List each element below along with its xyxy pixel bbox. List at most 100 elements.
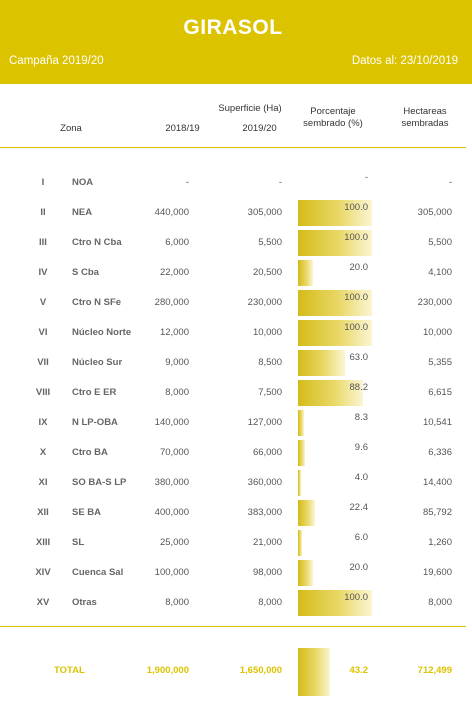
zone-number: VIII bbox=[35, 387, 51, 398]
percentage-value: - bbox=[364, 172, 368, 183]
zone-name: Ctro E ER bbox=[72, 387, 117, 398]
percentage-value: 20.0 bbox=[349, 562, 369, 573]
zone-name: SO BA-S LP bbox=[72, 477, 127, 488]
zone-name: Otras bbox=[72, 597, 97, 608]
superficie-2019: 8,500 bbox=[258, 357, 282, 368]
percentage-value: 8.3 bbox=[354, 412, 368, 423]
hectareas-sembradas: 1,260 bbox=[428, 537, 452, 548]
percentage-bar bbox=[298, 470, 301, 496]
superficie-2018: 6,000 bbox=[165, 237, 189, 248]
superficie-2018: 8,000 bbox=[165, 597, 189, 608]
hectareas-sembradas: 5,355 bbox=[428, 357, 452, 368]
header-divider bbox=[0, 147, 466, 148]
percentage-bar bbox=[298, 530, 303, 556]
col-porcentaje-2: sembrado (%) bbox=[303, 118, 363, 129]
table-row: VIII Ctro E ER 8,000 7,500 88.2 6,615 bbox=[0, 378, 466, 408]
superficie-2019: 66,000 bbox=[252, 447, 282, 458]
superficie-2018: 22,000 bbox=[159, 267, 189, 278]
zone-number: I bbox=[41, 177, 45, 188]
col-porcentaje-1: Porcentaje bbox=[310, 106, 356, 117]
hectareas-sembradas: 6,615 bbox=[428, 387, 452, 398]
zone-name: NEA bbox=[72, 207, 93, 218]
percentage-bar bbox=[298, 410, 305, 436]
total-row: TOTAL 1,900,000 1,650,000 43.2 712,499 bbox=[0, 648, 466, 696]
zone-number: XIII bbox=[35, 537, 51, 548]
total-hectareas: 712,499 bbox=[417, 665, 452, 676]
col-hectareas-2: sembradas bbox=[401, 118, 449, 129]
zone-name: S Cba bbox=[72, 267, 99, 278]
superficie-2019: - bbox=[278, 177, 282, 188]
table-row: X Ctro BA 70,000 66,000 9.6 6,336 bbox=[0, 438, 466, 468]
percentage-value: 100.0 bbox=[344, 322, 368, 333]
col-year-curr: 2019/20 bbox=[242, 123, 277, 134]
superficie-2019: 127,000 bbox=[247, 417, 282, 428]
percentage-value: 9.6 bbox=[354, 442, 368, 453]
hectareas-sembradas: 6,336 bbox=[428, 447, 452, 458]
superficie-2018: 400,000 bbox=[154, 507, 189, 518]
zone-number: III bbox=[39, 237, 47, 248]
zone-number: X bbox=[39, 447, 47, 458]
percentage-value: 100.0 bbox=[344, 232, 368, 243]
superficie-2019: 10,000 bbox=[252, 327, 282, 338]
superficie-2018: 8,000 bbox=[165, 387, 189, 398]
superficie-2019: 20,500 bbox=[252, 267, 282, 278]
zone-number: IX bbox=[38, 417, 48, 428]
superficie-2019: 7,500 bbox=[258, 387, 282, 398]
percentage-bar bbox=[298, 440, 306, 466]
zone-number: XII bbox=[37, 507, 49, 518]
total-divider bbox=[0, 626, 466, 627]
zone-name: Núcleo Sur bbox=[72, 357, 123, 368]
table-row: V Ctro N SFe 280,000 230,000 100.0 230,000 bbox=[0, 288, 466, 318]
zone-number: IV bbox=[38, 267, 48, 278]
hectareas-sembradas: 305,000 bbox=[417, 207, 452, 218]
percentage-value: 63.0 bbox=[349, 352, 369, 363]
percentage-value: 100.0 bbox=[344, 202, 368, 213]
percentage-bar bbox=[298, 200, 372, 226]
zone-number: VI bbox=[38, 327, 48, 338]
percentage-value: 6.0 bbox=[354, 532, 368, 543]
hectareas-sembradas: 4,100 bbox=[428, 267, 452, 278]
table-row: XI SO BA-S LP 380,000 360,000 4.0 14,400 bbox=[0, 468, 466, 498]
zone-name: Cuenca Sal bbox=[72, 567, 124, 578]
zone-name: Núcleo Norte bbox=[72, 327, 132, 338]
superficie-2019: 360,000 bbox=[247, 477, 282, 488]
zone-name: N LP-OBA bbox=[72, 417, 118, 428]
campaign-label: Campaña 2019/20 bbox=[9, 55, 104, 67]
zone-number: XIV bbox=[35, 567, 51, 578]
table-row: VI Núcleo Norte 12,000 10,000 100.0 10,000 bbox=[0, 318, 466, 348]
zone-number: XI bbox=[38, 477, 48, 488]
col-year-prev: 2018/19 bbox=[165, 123, 200, 134]
hectareas-sembradas: 230,000 bbox=[417, 297, 452, 308]
zone-name: Ctro N Cba bbox=[72, 237, 122, 248]
data-date: Datos al: 23/10/2019 bbox=[351, 55, 458, 67]
zone-number: XV bbox=[36, 597, 50, 608]
superficie-2018: 25,000 bbox=[159, 537, 189, 548]
zone-name: Ctro N SFe bbox=[72, 297, 122, 308]
table-row: II NEA 440,000 305,000 100.0 305,000 bbox=[0, 198, 466, 228]
hectareas-sembradas: 14,400 bbox=[422, 477, 452, 488]
zone-name: SE BA bbox=[72, 507, 102, 518]
table-row: XIV Cuenca Sal 100,000 98,000 20.0 19,600 bbox=[0, 558, 466, 588]
table-row: VII Núcleo Sur 9,000 8,500 63.0 5,355 bbox=[0, 348, 466, 378]
zone-name: Ctro BA bbox=[72, 447, 108, 458]
table-row: III Ctro N Cba 6,000 5,500 100.0 5,500 bbox=[0, 228, 466, 258]
table-row: I NOA - - - - bbox=[0, 168, 466, 198]
hectareas-sembradas: 8,000 bbox=[428, 597, 452, 608]
superficie-2018: 100,000 bbox=[154, 567, 189, 578]
superficie-2018: 280,000 bbox=[154, 297, 189, 308]
superficie-2019: 305,000 bbox=[247, 207, 282, 218]
superficie-2019: 383,000 bbox=[247, 507, 282, 518]
hectareas-sembradas: 10,541 bbox=[422, 417, 452, 428]
table-row: IX N LP-OBA 140,000 127,000 8.3 10,541 bbox=[0, 408, 466, 438]
superficie-2018: 12,000 bbox=[159, 327, 189, 338]
superficie-2019: 230,000 bbox=[247, 297, 282, 308]
percentage-value: 100.0 bbox=[344, 592, 368, 603]
superficie-2018: 440,000 bbox=[154, 207, 189, 218]
percentage-bar bbox=[298, 260, 313, 286]
total-percentage: 43.2 bbox=[349, 665, 369, 676]
superficie-2019: 8,000 bbox=[258, 597, 282, 608]
col-superficie: Superficie (Ha) bbox=[218, 103, 282, 114]
superficie-2018: 380,000 bbox=[154, 477, 189, 488]
hectareas-sembradas: 19,600 bbox=[422, 567, 452, 578]
zone-number: V bbox=[39, 297, 47, 308]
